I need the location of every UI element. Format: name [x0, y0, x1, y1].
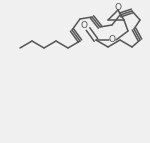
Text: O: O: [81, 20, 87, 29]
Text: O: O: [114, 2, 122, 11]
Text: O: O: [108, 34, 116, 43]
